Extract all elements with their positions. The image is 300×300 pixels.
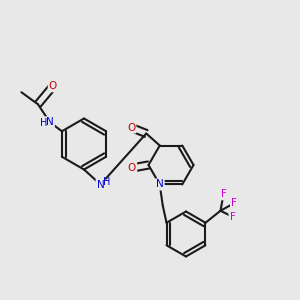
Text: F: F bbox=[230, 212, 236, 222]
Text: O: O bbox=[127, 122, 135, 133]
Text: O: O bbox=[128, 163, 136, 173]
Text: H: H bbox=[103, 177, 111, 187]
Text: N: N bbox=[97, 179, 104, 190]
Text: F: F bbox=[231, 198, 237, 208]
Text: O: O bbox=[49, 81, 57, 91]
Text: N: N bbox=[156, 179, 164, 190]
Text: N: N bbox=[46, 117, 54, 127]
Text: H: H bbox=[40, 118, 47, 128]
Text: F: F bbox=[220, 189, 226, 199]
